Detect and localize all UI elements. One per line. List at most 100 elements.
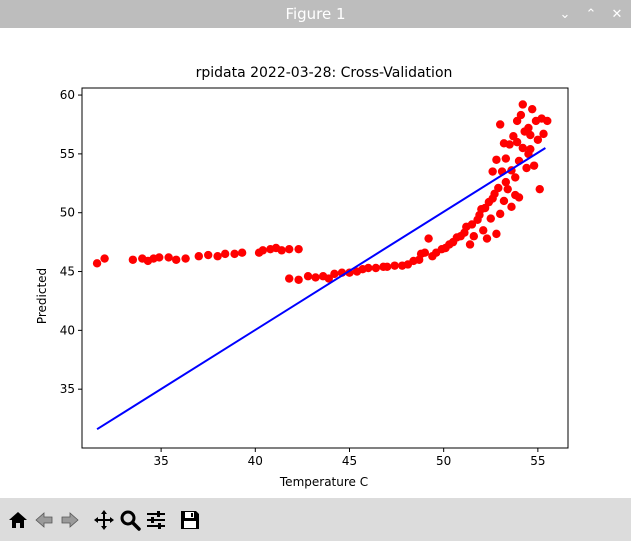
- data-point: [194, 252, 203, 261]
- fit-line: [96, 147, 546, 431]
- data-point: [503, 184, 512, 194]
- data-point: [258, 246, 268, 255]
- close-button[interactable]: ✕: [611, 6, 623, 22]
- data-point: [501, 154, 511, 163]
- y-tick-label: 50: [60, 206, 75, 220]
- x-axis-ticks: 35 40 45 50 55: [153, 448, 546, 468]
- x-axis-label: Temperature C: [279, 475, 368, 489]
- y-tick-label: 60: [60, 88, 75, 102]
- save-button[interactable]: [178, 508, 202, 532]
- data-point: [324, 274, 333, 283]
- data-point: [524, 149, 533, 159]
- home-button[interactable]: [6, 508, 30, 532]
- data-point: [92, 259, 102, 268]
- data-point: [535, 184, 544, 194]
- pan-button[interactable]: [92, 508, 116, 532]
- x-tick-label: 35: [153, 454, 168, 468]
- data-point: [516, 110, 526, 120]
- forward-icon: [61, 511, 79, 528]
- zoom-icon: [120, 510, 141, 531]
- data-point: [529, 161, 539, 170]
- configure-icon: [147, 510, 165, 529]
- scatter-points: [92, 100, 552, 284]
- data-point: [543, 116, 552, 126]
- axes-frame: [81, 87, 569, 449]
- data-point: [311, 273, 320, 282]
- maximize-button[interactable]: ⌃: [585, 6, 597, 22]
- data-point: [511, 173, 520, 182]
- data-point: [482, 234, 492, 243]
- data-point: [424, 234, 433, 243]
- forward-button[interactable]: [58, 508, 82, 532]
- data-point: [303, 272, 313, 281]
- data-point: [371, 263, 381, 273]
- data-point: [467, 220, 477, 229]
- y-tick-label: 35: [60, 382, 75, 396]
- data-point: [533, 135, 543, 144]
- data-point: [128, 255, 138, 264]
- data-point: [499, 196, 509, 206]
- data-point: [488, 167, 497, 176]
- data-point: [495, 209, 505, 219]
- data-point: [220, 249, 230, 259]
- data-point: [486, 214, 495, 223]
- y-axis-ticks: 35 40 45 50 55 60: [60, 88, 82, 396]
- back-button[interactable]: [32, 508, 56, 532]
- data-point: [420, 248, 430, 257]
- fit-line-group: [96, 147, 546, 431]
- back-icon: [35, 511, 53, 528]
- data-point: [204, 250, 213, 260]
- pan-icon: [94, 509, 114, 530]
- data-point: [390, 261, 399, 270]
- data-point: [230, 249, 239, 259]
- chart-title: rpidata 2022-03-28: Cross-Validation: [196, 65, 453, 81]
- data-point: [492, 229, 501, 239]
- x-tick-label: 45: [342, 454, 357, 468]
- data-point: [285, 274, 294, 283]
- data-point: [512, 137, 522, 147]
- data-point: [494, 183, 503, 193]
- figure-canvas: rpidata 2022-03-28: Cross-Validation 35 4…: [0, 28, 631, 498]
- y-tick-label: 45: [60, 265, 75, 279]
- y-tick-label: 40: [60, 323, 75, 337]
- window-title: Figure 1: [285, 5, 346, 23]
- save-icon: [181, 510, 199, 529]
- data-point: [526, 130, 535, 140]
- x-tick-label: 50: [436, 454, 451, 468]
- axes-border: [81, 87, 569, 449]
- data-point: [155, 253, 164, 262]
- data-point: [492, 155, 501, 164]
- y-tick-label: 55: [60, 147, 75, 161]
- data-point: [382, 262, 392, 272]
- scatter-chart: rpidata 2022-03-28: Cross-Validation 35 4…: [0, 28, 631, 498]
- title-bar[interactable]: Figure 1 ⌄ ⌃ ✕: [0, 0, 631, 28]
- data-point: [164, 253, 173, 262]
- data-point: [294, 244, 303, 254]
- zoom-button[interactable]: [118, 508, 142, 532]
- data-point: [507, 202, 516, 212]
- data-point: [514, 193, 524, 202]
- data-point: [171, 255, 181, 264]
- data-point: [277, 246, 286, 255]
- x-tick-label: 40: [248, 454, 263, 468]
- data-point: [499, 139, 509, 148]
- window-controls: ⌄ ⌃ ✕: [557, 0, 625, 28]
- data-point: [518, 143, 527, 153]
- data-point: [495, 120, 505, 129]
- data-point: [181, 254, 190, 263]
- data-point: [469, 232, 479, 241]
- data-point: [330, 269, 339, 279]
- data-point: [539, 129, 548, 139]
- x-tick-label: 55: [530, 454, 545, 468]
- data-point: [528, 104, 537, 114]
- minimize-button[interactable]: ⌄: [559, 6, 571, 22]
- data-point: [237, 248, 247, 257]
- data-point: [100, 254, 109, 263]
- data-point: [294, 275, 303, 284]
- data-point: [364, 263, 373, 273]
- configure-button[interactable]: [144, 508, 168, 532]
- data-point: [524, 123, 533, 133]
- data-point: [285, 244, 294, 254]
- data-point: [465, 240, 475, 249]
